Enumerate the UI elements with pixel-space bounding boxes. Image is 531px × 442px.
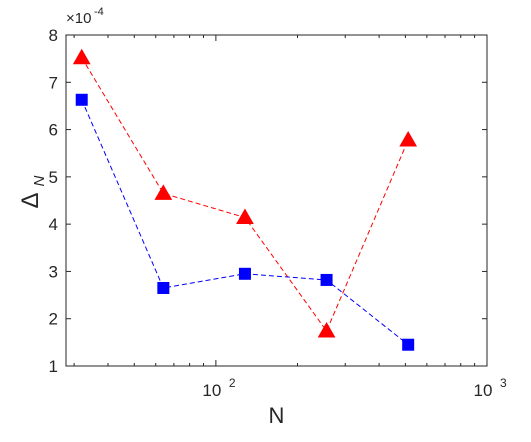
data-point-triangle: [317, 322, 336, 338]
y-tick-label: 6: [49, 121, 58, 140]
plot-frame: [65, 34, 488, 367]
y-axis-label-subscript: N: [31, 176, 48, 187]
data-point-square: [75, 93, 88, 106]
y-exponent-label: ×10: [66, 10, 91, 27]
y-axis-label: Δ: [17, 192, 44, 208]
x-tick-label-exponent: 2: [229, 376, 236, 390]
series-line-square: [81, 99, 409, 346]
y-tick-label: 2: [49, 310, 58, 329]
x-tick-label: 10: [474, 381, 493, 400]
data-point-triangle: [399, 130, 418, 147]
data-point-square: [157, 281, 170, 294]
data-point-square: [402, 338, 415, 351]
y-tick-label: 4: [49, 215, 58, 234]
y-tick-label: 5: [49, 168, 58, 187]
y-tick-label: 3: [49, 262, 58, 281]
y-tick-label: 7: [49, 73, 58, 92]
data-point-triangle: [154, 184, 173, 200]
series-layer: [72, 48, 418, 351]
y-exponent-power: -4: [94, 6, 104, 18]
y-axis-label-group: ΔN: [17, 176, 48, 209]
series-square: [75, 93, 415, 351]
series-triangle: [72, 48, 418, 338]
data-point-square: [238, 267, 251, 280]
x-tick-label: 10: [202, 381, 221, 400]
y-tick-label: 1: [49, 357, 58, 376]
plot-border: [65, 34, 488, 367]
data-point-triangle: [72, 48, 91, 65]
x-axis-label: N: [269, 403, 285, 428]
data-point-triangle: [236, 208, 254, 225]
data-point-square: [320, 273, 333, 286]
x-tick-label-exponent: 3: [500, 376, 507, 390]
y-tick-label: 8: [49, 26, 58, 45]
plot-area: [66, 35, 487, 366]
